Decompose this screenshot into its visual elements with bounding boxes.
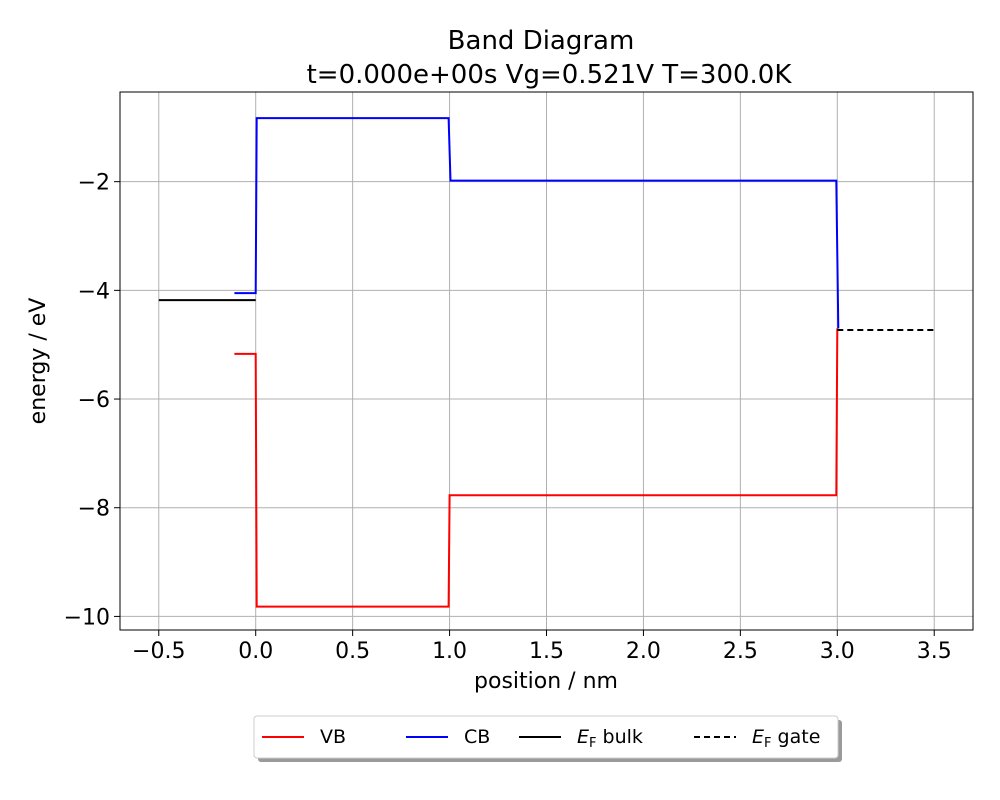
x-tick-label: 3.0 bbox=[820, 639, 855, 664]
x-tick-label: 2.5 bbox=[723, 639, 758, 664]
y-tick-label: −10 bbox=[64, 605, 110, 630]
axis-ticks: −0.5 0.0 0.5 1.0 1.5 2.0 2.5 3.0 3.5 −10 −8 −6 −4 −2 bbox=[64, 171, 952, 664]
y-axis-label: energy / eV bbox=[26, 298, 51, 425]
legend-label-vb: VB bbox=[320, 726, 346, 748]
series-lines bbox=[158, 117, 935, 608]
x-tick-label: 0.0 bbox=[238, 639, 273, 664]
x-tick-label: 2.0 bbox=[626, 639, 661, 664]
x-tick-label: 1.5 bbox=[529, 639, 564, 664]
y-tick-label: −8 bbox=[78, 497, 110, 522]
legend-label-e-f-bulk: EF bulk bbox=[577, 726, 643, 751]
legend: VB CB EF bulk EF gate bbox=[253, 715, 842, 762]
y-tick-label: −2 bbox=[78, 171, 110, 196]
series-line-cb bbox=[234, 117, 840, 329]
series-line-vb bbox=[234, 328, 839, 608]
x-tick-label: 0.5 bbox=[335, 639, 370, 664]
y-tick-label: −4 bbox=[78, 279, 110, 304]
x-tick-label: 1.0 bbox=[432, 639, 467, 664]
legend-label-cb: CB bbox=[464, 726, 490, 748]
chart-subtitle: t=0.000e+00s Vg=0.521V T=300.0K bbox=[307, 60, 793, 90]
y-tick-label: −6 bbox=[78, 388, 110, 413]
chart-title: Band Diagram bbox=[448, 26, 635, 56]
legend-label-e-f-gate: EF gate bbox=[752, 726, 820, 751]
x-tick-label: −0.5 bbox=[132, 639, 185, 664]
x-tick-label: 3.5 bbox=[917, 639, 952, 664]
grid bbox=[120, 92, 973, 630]
x-axis-label: position / nm bbox=[474, 669, 618, 694]
